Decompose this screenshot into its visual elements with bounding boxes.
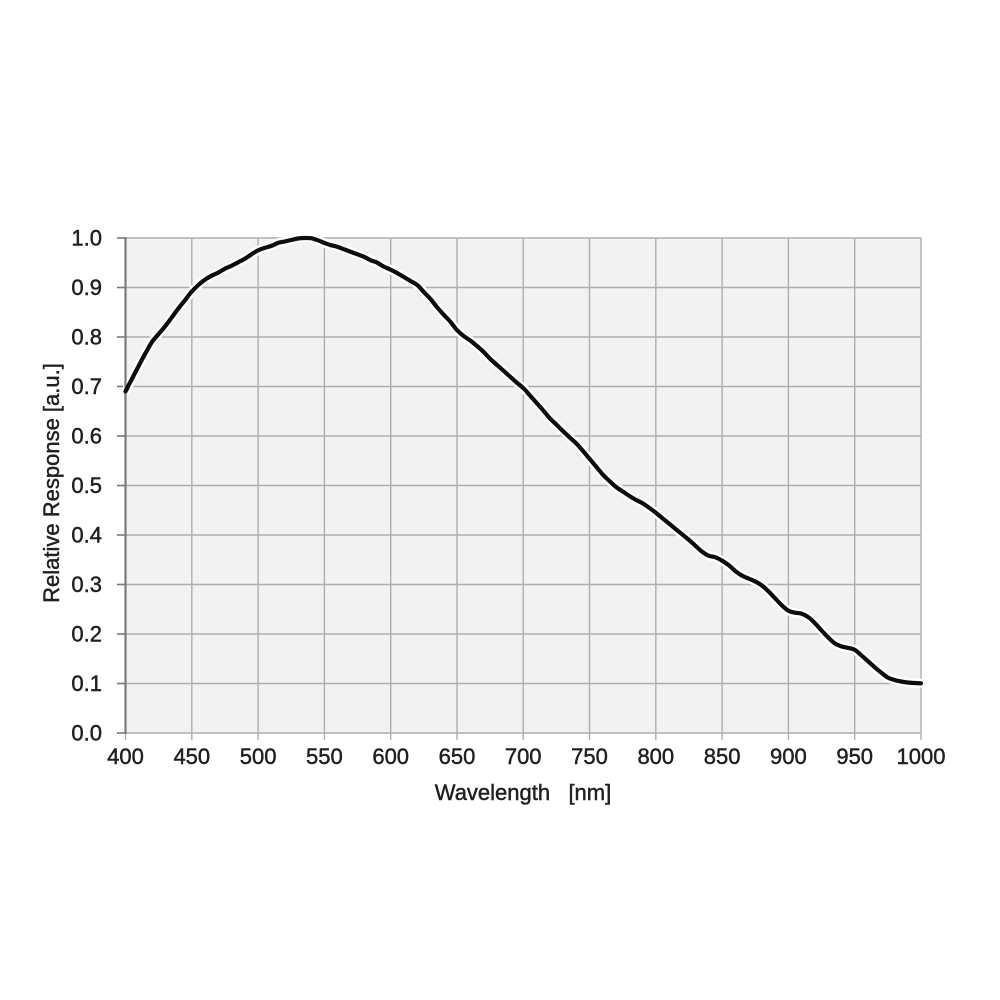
svg-text:0.8: 0.8 <box>71 325 102 350</box>
svg-text:0.3: 0.3 <box>71 572 102 597</box>
svg-text:750: 750 <box>571 744 608 769</box>
svg-text:0.9: 0.9 <box>71 275 102 300</box>
svg-text:450: 450 <box>173 744 210 769</box>
svg-text:800: 800 <box>637 744 674 769</box>
svg-text:700: 700 <box>505 744 542 769</box>
svg-text:0.4: 0.4 <box>71 523 102 548</box>
svg-text:Wavelength [nm]: Wavelength [nm] <box>435 780 611 805</box>
svg-text:0.2: 0.2 <box>71 622 102 647</box>
svg-text:1000: 1000 <box>897 744 946 769</box>
svg-text:500: 500 <box>240 744 277 769</box>
svg-text:0.5: 0.5 <box>71 473 102 498</box>
svg-text:1.0: 1.0 <box>71 226 102 251</box>
svg-text:850: 850 <box>704 744 741 769</box>
svg-text:600: 600 <box>372 744 409 769</box>
svg-text:900: 900 <box>770 744 807 769</box>
svg-text:0.1: 0.1 <box>71 671 102 696</box>
svg-text:550: 550 <box>306 744 343 769</box>
svg-text:0.6: 0.6 <box>71 424 102 449</box>
svg-text:650: 650 <box>439 744 476 769</box>
svg-text:0.0: 0.0 <box>71 721 102 746</box>
svg-text:Relative Response [a.u.]: Relative Response [a.u.] <box>39 363 64 603</box>
svg-text:0.7: 0.7 <box>71 374 102 399</box>
svg-text:400: 400 <box>107 744 144 769</box>
svg-text:950: 950 <box>836 744 873 769</box>
